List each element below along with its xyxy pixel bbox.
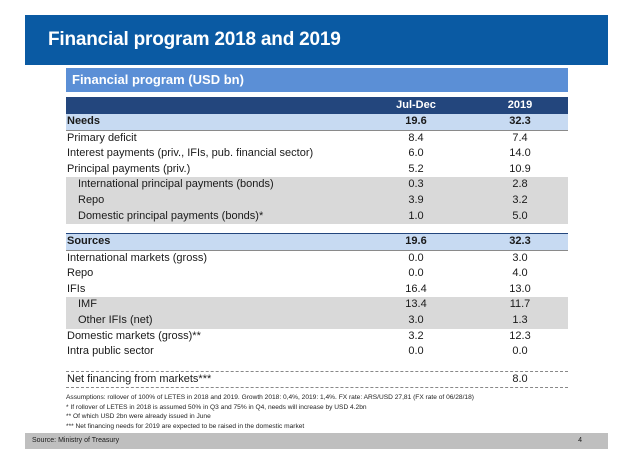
value-2019: 11.7 (509, 298, 531, 311)
value-2019: 3.0 (512, 251, 528, 264)
row-label: Domestic principal payments (bonds)* (78, 209, 264, 222)
row-label: International principal payments (bonds) (78, 178, 274, 191)
table-row: Repo 3.9 3.2 (66, 192, 568, 209)
value-2018: 19.6 (405, 115, 427, 127)
value-2019: 8.0 (512, 373, 528, 385)
row-label: Sources (67, 235, 111, 247)
value-2018: 3.9 (408, 193, 424, 206)
table-row: International markets (gross) 0.0 3.0 (66, 251, 568, 267)
row-label: IFIs (67, 282, 86, 295)
value-2019: 0.0 (512, 345, 528, 358)
value-2019: 4.0 (512, 267, 528, 280)
row-label: Interest payments (priv., IFIs, pub. fin… (67, 147, 314, 160)
needs-table: Jul-Dec 2018 2019 Needs 19.6 32.3 Primar… (66, 97, 568, 225)
value-2019: 32.3 (509, 115, 531, 127)
value-2018: 6.0 (408, 147, 424, 160)
value-2018: 0.0 (408, 251, 424, 264)
net-financing-row: Net financing from markets*** 8.0 (66, 371, 568, 388)
value-2018: 0.0 (408, 345, 424, 358)
footnote-1: * If rollover of LETES in 2018 is assume… (66, 403, 367, 411)
row-label: International markets (gross) (67, 251, 207, 264)
row-label: Intra public sector (67, 345, 154, 358)
value-2018: 0.3 (408, 178, 424, 191)
table-row: Domestic principal payments (bonds)* 1.0… (66, 208, 568, 225)
footnote-3: *** Net financing needs for 2019 are exp… (66, 422, 305, 430)
table-row: Domestic markets (gross)** 3.2 12.3 (66, 329, 568, 345)
table-row: Interest payments (priv., IFIs, pub. fin… (66, 146, 568, 162)
value-2019: 2.8 (512, 178, 528, 191)
column-header-row: Jul-Dec 2018 2019 (66, 97, 568, 127)
value-2019: 10.9 (509, 162, 531, 175)
sources-table: Sources 19.6 32.3 International markets … (66, 233, 568, 360)
sources-header-row: Sources 19.6 32.3 (66, 233, 568, 251)
source-text: Source: Ministry of Treasury (32, 437, 120, 444)
subtitle-bar: Financial program (USD bn) (66, 68, 568, 92)
value-2018: 13.4 (405, 298, 427, 311)
title-bar: Financial program 2018 and 2019 (25, 15, 608, 65)
value-2018: 16.4 (405, 282, 427, 295)
value-2019: 3.2 (512, 193, 528, 206)
value-2018: 8.4 (408, 131, 424, 144)
table-row: Other IFIs (net) 3.0 1.3 (66, 312, 568, 329)
table-row: International principal payments (bonds)… (66, 177, 568, 193)
value-2019: 14.0 (509, 147, 531, 160)
row-label: Repo (78, 193, 105, 206)
row-label: Primary deficit (67, 131, 137, 144)
row-label: IMF (78, 298, 97, 311)
row-label: Domestic markets (gross)** (67, 329, 201, 342)
table-row: Intra public sector 0.0 0.0 (66, 344, 568, 360)
table-row: Principal payments (priv.) 5.2 10.9 (66, 162, 568, 178)
value-2019: 13.0 (509, 282, 531, 295)
row-label: Repo (67, 267, 94, 280)
row-label: Needs (67, 115, 101, 127)
needs-header-row: Needs 19.6 32.3 (66, 113, 568, 131)
value-2019: 1.3 (512, 313, 528, 326)
value-2019: 12.3 (509, 329, 531, 342)
row-label: Other IFIs (net) (78, 313, 153, 326)
footnote-assumptions: Assumptions: rollover of 100% of LETES i… (66, 394, 474, 401)
page-number: 4 (578, 437, 582, 444)
table-row: IMF 13.4 11.7 (66, 297, 568, 313)
value-2018: 19.6 (405, 235, 427, 247)
footnote-2: ** Of which USD 2bn were already issued … (66, 413, 211, 420)
value-2018: 0.0 (408, 267, 424, 280)
value-2019: 7.4 (512, 131, 528, 144)
value-2019: 32.3 (509, 235, 531, 247)
value-2018: 1.0 (408, 209, 424, 222)
value-2018: 3.2 (408, 329, 424, 342)
table-row: Repo 0.0 4.0 (66, 266, 568, 282)
table-row: Primary deficit 8.4 7.4 (66, 131, 568, 147)
table-title: Financial program (USD bn) (72, 72, 244, 87)
value-2018: 5.2 (408, 162, 424, 175)
column-header-2019: 2019 (507, 99, 533, 111)
value-2019: 5.0 (512, 209, 528, 222)
value-2018: 3.0 (408, 313, 424, 326)
row-label: Principal payments (priv.) (67, 162, 191, 175)
row-label: Net financing from markets*** (67, 373, 212, 385)
footer-bar: Source: Ministry of Treasury 4 (25, 433, 608, 449)
table-row: IFIs 16.4 13.0 (66, 282, 568, 298)
footnotes: Assumptions: rollover of 100% of LETES i… (66, 393, 474, 431)
slide-title: Financial program 2018 and 2019 (48, 29, 341, 50)
net-financing-table: Net financing from markets*** 8.0 (66, 371, 568, 388)
